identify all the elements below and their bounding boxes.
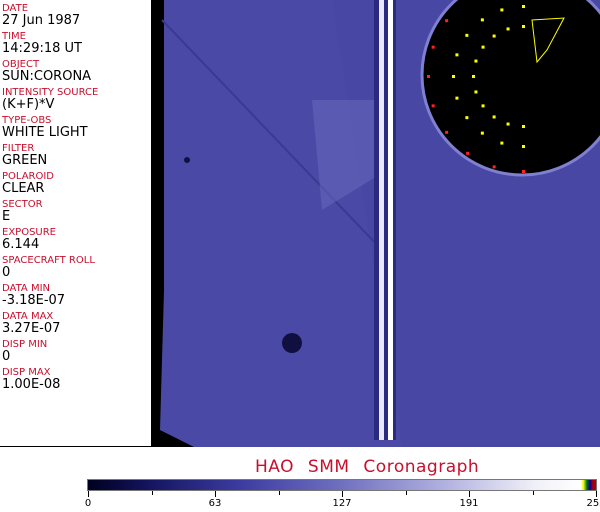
dust-spot	[282, 333, 302, 353]
field-value: 3.27E-07	[2, 321, 61, 336]
grid-marker	[445, 130, 449, 134]
colorbar-tick	[151, 491, 153, 495]
grid-marker	[465, 116, 469, 120]
grid-marker	[452, 75, 455, 78]
grid-marker	[455, 53, 459, 57]
grid-marker	[474, 59, 478, 63]
field-value: 14:29:18 UT	[2, 41, 82, 56]
grid-marker	[506, 27, 510, 31]
colorbar-tick-label: 0	[84, 498, 92, 509]
field-label: TIME	[2, 31, 27, 42]
field-label: POLAROID	[2, 171, 55, 182]
field-value: 1.00E-08	[2, 377, 61, 392]
field-value: WHITE LIGHT	[2, 125, 88, 140]
grid-marker	[480, 131, 484, 135]
grid-marker	[465, 33, 469, 37]
grid-marker	[522, 5, 525, 8]
colorbar-tick	[215, 491, 216, 497]
colorbar-tick	[532, 491, 534, 495]
grid-marker	[472, 75, 475, 78]
grid-marker	[492, 34, 496, 38]
field-label: FILTER	[2, 143, 35, 154]
instrument-title: HAO SMM Coronagraph	[255, 457, 480, 477]
colorbar	[87, 479, 597, 491]
grid-marker	[492, 165, 496, 169]
grid-marker	[492, 115, 496, 119]
field-value: 6.144	[2, 237, 40, 252]
colorbar-tick	[278, 491, 280, 495]
grid-marker	[480, 18, 484, 22]
grid-marker	[500, 8, 504, 12]
colorbar-tick-label: 255	[586, 498, 600, 509]
colorbar-tick	[469, 491, 470, 497]
grid-marker	[481, 45, 485, 49]
field-label: SECTOR	[2, 199, 43, 210]
grid-marker	[431, 45, 435, 49]
field-label: EXPOSURE	[2, 227, 57, 238]
grid-marker	[522, 125, 525, 128]
field-value: GREEN	[2, 153, 48, 168]
grid-marker	[445, 19, 449, 23]
field-label: DATA MAX	[2, 311, 54, 322]
colorbar-tick-label: 127	[332, 498, 352, 509]
field-label: DATE	[2, 3, 29, 14]
grid-marker	[506, 122, 510, 126]
field-label: SPACECRAFT ROLL	[2, 255, 95, 266]
colorbar-tick	[596, 491, 597, 497]
field-value: 0	[2, 265, 11, 280]
grid-marker	[500, 141, 504, 145]
field-label: DISP MAX	[2, 367, 51, 378]
colorbar-tick	[342, 491, 343, 497]
grid-marker	[522, 25, 525, 28]
occulter-disk	[420, 0, 600, 177]
coronagraph-image	[152, 0, 600, 447]
field-value: (K+F)*V	[2, 97, 55, 112]
grid-marker	[466, 151, 470, 155]
header-info-panel: DATE 27 Jun 1987 TIME 14:29:18 UT OBJECT SUN:…	[0, 0, 152, 447]
colorbar-tick-label: 191	[459, 498, 479, 509]
field-value: SUN:CORONA	[2, 69, 92, 84]
field-value: 27 Jun 1987	[2, 13, 81, 28]
field-label: DISP MIN	[2, 339, 48, 350]
field-label: TYPE-OBS	[2, 115, 52, 126]
grid-marker	[522, 170, 525, 173]
field-label: DATA MIN	[2, 283, 50, 294]
field-value: CLEAR	[2, 181, 45, 196]
grid-marker	[522, 145, 525, 148]
field-label: INTENSITY SOURCE	[2, 87, 99, 98]
field-value: 0	[2, 349, 11, 364]
colorbar-tick	[88, 491, 89, 497]
grid-marker	[474, 90, 478, 94]
field-value: E	[2, 209, 11, 224]
colorbar-tick-label: 63	[208, 498, 222, 509]
field-value: -3.18E-07	[2, 293, 66, 308]
grid-marker	[427, 75, 430, 78]
grid-marker	[455, 96, 459, 100]
colorbar-tick	[405, 491, 407, 495]
field-label: OBJECT	[2, 59, 40, 70]
grid-marker	[481, 104, 485, 108]
grid-marker	[431, 104, 435, 108]
